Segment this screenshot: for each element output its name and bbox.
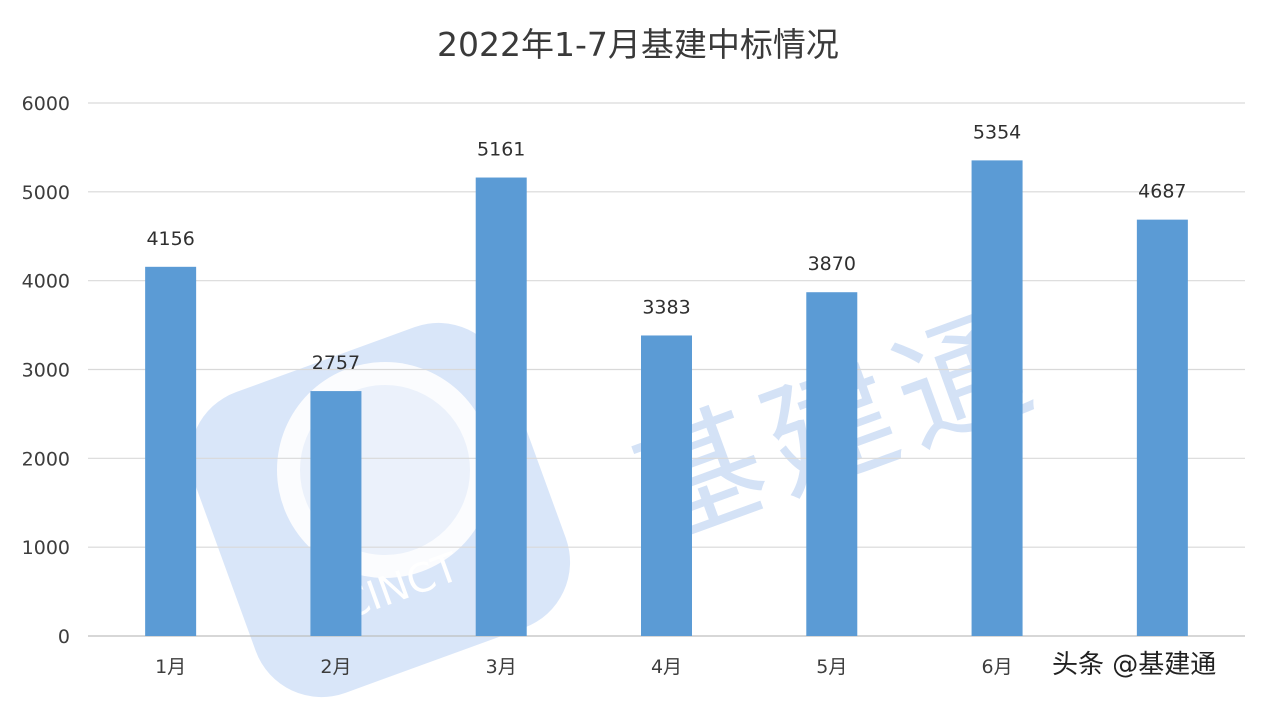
y-tick-label: 3000 bbox=[22, 360, 70, 382]
watermark-logo: CINCT bbox=[189, 322, 571, 698]
x-tick-label: 4月 bbox=[651, 656, 682, 678]
bar bbox=[475, 177, 527, 636]
bar bbox=[971, 160, 1023, 636]
y-tick-label: 1000 bbox=[22, 537, 70, 559]
data-label: 4156 bbox=[146, 228, 194, 250]
bar bbox=[1136, 219, 1188, 636]
data-label: 5161 bbox=[477, 139, 525, 161]
credit-text: 头条 @基建通 bbox=[1052, 650, 1216, 680]
bar bbox=[310, 391, 362, 636]
x-tick-label: 1月 bbox=[155, 656, 186, 678]
bars bbox=[145, 160, 1188, 636]
chart-title: 2022年1-7月基建中标情况 bbox=[437, 25, 839, 64]
data-label: 3870 bbox=[808, 253, 856, 275]
y-tick-label: 4000 bbox=[22, 271, 70, 293]
y-tick-label: 0 bbox=[58, 626, 70, 648]
bar bbox=[641, 335, 692, 636]
data-label: 3383 bbox=[642, 296, 690, 318]
data-label: 2757 bbox=[312, 352, 360, 374]
data-labels: 4156 2757 5161 3383 3870 5354 4687 bbox=[146, 121, 1186, 374]
x-tick-label: 6月 bbox=[982, 656, 1013, 678]
data-label: 5354 bbox=[973, 121, 1021, 143]
bar bbox=[145, 266, 197, 636]
data-label: 4687 bbox=[1138, 181, 1186, 203]
x-tick-label: 5月 bbox=[816, 656, 847, 678]
x-tick-label: 3月 bbox=[486, 656, 517, 678]
x-tick-label: 2月 bbox=[320, 656, 351, 678]
y-axis-ticks: 0 1000 2000 3000 4000 5000 6000 bbox=[22, 93, 70, 648]
y-tick-label: 5000 bbox=[22, 182, 70, 204]
bar bbox=[806, 292, 858, 636]
y-tick-label: 6000 bbox=[22, 93, 70, 115]
y-tick-label: 2000 bbox=[22, 448, 70, 470]
x-axis-ticks: 1月 2月 3月 4月 5月 6月 bbox=[155, 656, 1013, 678]
